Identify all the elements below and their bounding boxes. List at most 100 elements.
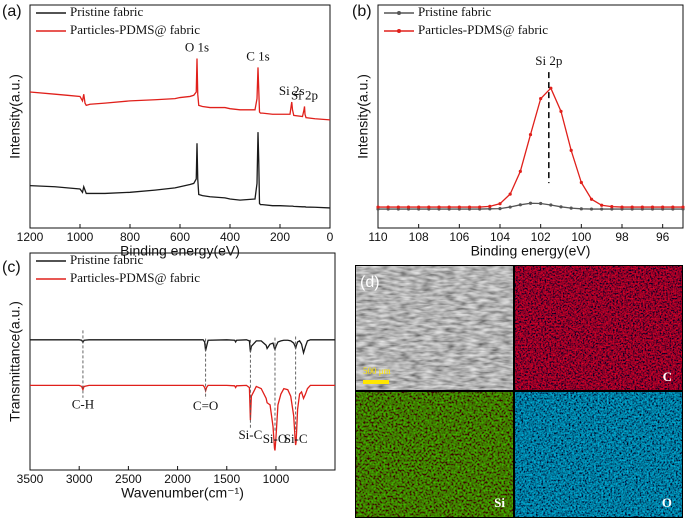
marker [488,204,492,208]
marker [396,205,400,209]
annotation: Si-O [263,431,288,446]
series-line [30,384,335,451]
plot-frame [29,252,336,471]
x-tick-label: 110 [368,230,387,244]
x-tick-label: 104 [490,230,510,244]
marker [630,205,634,209]
x-axis-label: Wavenumber(cm⁻¹) [121,485,244,501]
annotation: Si 2p [291,87,318,102]
marker [518,203,522,207]
series-line [378,87,683,208]
marker [681,205,685,209]
marker [549,86,553,90]
marker [478,205,482,209]
marker [528,132,533,137]
marker [539,201,543,206]
marker [661,205,665,209]
map-label: C [663,369,672,384]
series-line [29,132,331,209]
x-axis-label: Binding energy(eV) [471,243,591,259]
x-axis-label: Binding energy(eV) [120,243,240,259]
map-label: O [662,495,672,510]
marker [640,205,644,209]
x-tick-label: 100 [571,230,591,244]
panel-label: (b) [352,3,372,20]
sem-image [356,266,513,390]
x-tick-label: 106 [449,230,469,244]
marker [569,206,573,210]
x-tick-label: 1000 [67,230,94,244]
legend-marker [397,11,401,15]
x-tick-label: 1500 [213,472,240,486]
x-tick-label: 800 [120,230,140,244]
marker [508,205,512,209]
x-tick-label: 200 [270,230,290,244]
x-tick-label: 3000 [66,472,93,486]
series-line [30,339,335,356]
marker [518,169,522,173]
marker [610,204,614,209]
legend-label: Particles-PDMS@ fabric [418,22,548,37]
plot-frame [377,4,684,229]
marker [569,148,573,152]
x-tick-label: 400 [220,230,240,244]
legend-label: Pristine fabric [70,252,144,267]
marker [488,207,492,211]
x-tick-label: 96 [656,230,670,244]
marker [589,197,594,201]
annotation: C=O [193,398,218,413]
marker [610,207,614,211]
x-tick-label: 98 [615,230,629,244]
panel-label: (a) [2,3,22,20]
marker [600,203,604,207]
y-axis-label: Intensity(a.u.) [355,74,371,159]
legend-label: Pristine fabric [418,4,492,19]
marker [437,205,441,209]
plot-frame [29,4,331,229]
scale-bar-label: 500 μm [363,366,391,376]
marker [671,205,675,209]
marker [508,192,512,196]
marker [600,207,604,211]
legend-label: Pristine fabric [70,4,144,19]
series-line [29,58,331,121]
marker [539,97,543,101]
annotation: Si 2s [279,83,305,98]
marker [650,205,655,209]
marker [579,180,583,185]
panel-label: (d) [360,274,380,291]
marker [498,206,502,211]
eds-panel: (d) 500 μm C Si O [355,265,683,518]
x-tick-label: 108 [409,230,429,244]
marker [467,205,472,209]
annotation: O 1s [185,40,209,55]
marker [559,205,563,209]
x-tick-label: 2500 [115,472,142,486]
annotation: Si 2p [535,53,562,68]
marker [417,205,421,209]
marker [447,205,451,209]
marker [386,205,390,209]
chart-panel: (a) 1200 1000 800 600 400 200 0 Binding energy(e… [2,3,334,258]
marker [620,205,624,209]
scale-bar [363,380,389,384]
x-tick-label: 1000 [263,472,290,486]
marker [498,202,502,206]
x-tick-label: 2000 [164,472,191,486]
marker [579,207,583,211]
o-map [515,392,682,517]
marker [549,203,553,207]
annotation: C 1s [246,48,269,63]
marker [427,205,431,209]
x-tick-label: 102 [531,230,551,244]
annotation: Si-C [238,427,262,442]
marker [457,205,461,209]
marker [406,205,411,209]
panel-label: (c) [2,259,21,276]
annotation: C-H [72,397,94,412]
c-map [515,266,682,390]
legend-label: Particles-PDMS@ fabric [70,270,200,285]
x-tick-label: 0 [327,230,334,244]
annotation: Si-C [284,431,308,446]
